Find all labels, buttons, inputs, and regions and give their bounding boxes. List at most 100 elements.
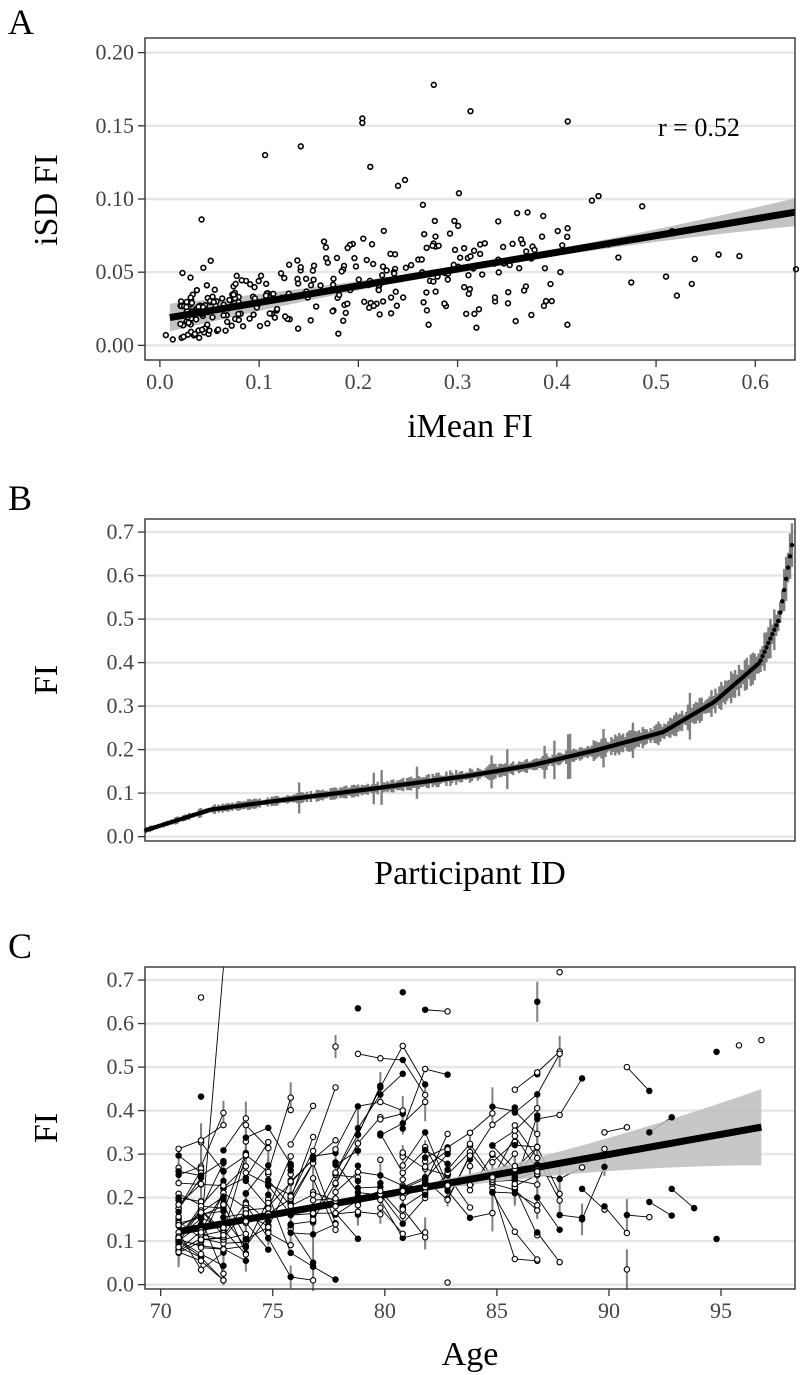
panel-c-point-filled — [197, 1093, 205, 1100]
panel-c-point-open — [399, 1042, 407, 1050]
panel-c-point-open — [265, 1229, 272, 1237]
panel-c-point-open — [489, 1110, 496, 1117]
panel-a-data-point — [226, 296, 233, 304]
panel-c-point-open — [533, 1168, 541, 1175]
panel-a-data-point — [475, 306, 483, 313]
panel-c-point-open — [533, 1069, 541, 1076]
panel-c-participant-trajectory — [223, 1165, 247, 1189]
panel-a-data-point — [456, 254, 464, 261]
panel-a-data-point — [499, 243, 507, 251]
panel-c-point-filled — [646, 1198, 653, 1206]
panel-a-data-point — [361, 298, 368, 305]
panel-c-point-open — [332, 1195, 339, 1202]
panel-c-x-tick-label: 95 — [710, 1298, 732, 1323]
panel-a-data-point — [423, 289, 430, 296]
panel-c-participant-trajectory — [178, 1155, 202, 1174]
panel-a-letter: A — [8, 2, 34, 42]
panel-a-data-point — [691, 255, 698, 263]
panel-c-point-open — [533, 1154, 541, 1162]
panel-a-data-point — [444, 276, 451, 283]
panel-a-data-point — [307, 282, 315, 289]
panel-b-y-tick-label: 0.7 — [107, 519, 135, 544]
panel-a-y-tick-label: 0.00 — [96, 332, 135, 357]
panel-c-point-open — [444, 1196, 451, 1204]
panel-c-point-filled — [354, 1177, 362, 1185]
panel-c-point-open — [377, 1116, 384, 1123]
panel-c-point-open — [354, 1201, 362, 1209]
panel-a-data-point — [528, 311, 535, 319]
panel-c-point-open — [265, 1223, 272, 1231]
panel-c-point-open — [399, 1194, 407, 1201]
panel-c-point-open — [242, 1163, 250, 1170]
panel-c-points — [175, 968, 765, 1286]
panel-c-participant-trajectory — [223, 1203, 247, 1254]
panel-a-data-point — [233, 272, 240, 280]
panel-a-data-point — [359, 119, 366, 127]
panel-a-data-point — [209, 293, 216, 300]
panel-c-point-open — [511, 1132, 519, 1140]
panel-c-point-filled — [489, 1142, 496, 1149]
panel-c-point-open — [466, 1204, 474, 1211]
panel-c-point-open — [220, 1201, 227, 1208]
panel-c-point-filled — [623, 1211, 631, 1219]
panel-b-y-tick-label: 0.4 — [107, 650, 135, 675]
panel-c-point-open — [287, 1241, 294, 1249]
panel-c-participant-trajectory — [335, 1073, 404, 1173]
panel-c-participant-trajectory — [581, 1188, 605, 1210]
panel-a-data-point — [340, 317, 347, 324]
panel-a-data-point — [467, 107, 474, 115]
panel-c-point-open — [175, 1179, 182, 1187]
panel-c-point-filled — [220, 1168, 227, 1175]
panel-c-participant-trajectory — [357, 1053, 426, 1096]
panel-a-data-point — [429, 242, 436, 249]
panel-c-point-open — [511, 1228, 519, 1236]
panel-a-data-point — [662, 273, 670, 280]
panel-a-data-point — [515, 265, 523, 272]
panel-c-point-filled — [220, 1214, 227, 1221]
panel-c-point-open — [309, 1197, 317, 1204]
panel-a-data-point — [435, 242, 442, 249]
panel-c-y-tick-label: 0.7 — [107, 967, 135, 992]
panel-a-data-point — [554, 227, 561, 235]
panel-a-data-point — [262, 292, 270, 299]
panel-a-y-tick-label: 0.05 — [96, 259, 135, 284]
panel-c-participant-trajectory — [200, 1236, 224, 1241]
panel-a-data-point — [394, 182, 402, 190]
panel-a-data-point — [392, 288, 399, 295]
panel-b: B 0.0 0.1 0.2 0.3 0.4 0.5 0.6 0.7 Participant I… — [8, 478, 796, 892]
panel-a-data-point — [214, 326, 222, 333]
panel-c-point-open — [578, 1164, 586, 1171]
panel-c-point-open — [623, 1063, 631, 1071]
panel-a-data-point — [531, 246, 538, 254]
panel-a-data-point — [390, 270, 398, 277]
panel-a-data-point — [370, 302, 377, 310]
panel-a-data-point — [467, 253, 474, 260]
panel-c-point-filled — [265, 1246, 272, 1253]
panel-c-point-open — [287, 1153, 294, 1160]
panel-c-participant-trajectory — [514, 1186, 538, 1236]
panel-c-participant-trajectory — [424, 1149, 448, 1165]
panel-a-data-point — [595, 192, 602, 200]
panel-c-point-open — [265, 1168, 272, 1176]
panel-c-point-open — [399, 1149, 407, 1156]
panel-a-data-point — [329, 308, 336, 315]
panel-a-data-point — [310, 262, 318, 269]
panel-c-point-open — [466, 1162, 474, 1170]
panel-b-y-tick-label: 0.3 — [107, 693, 135, 718]
panel-c-participant-trajectory — [357, 1171, 426, 1188]
panel-c-point-filled — [533, 1161, 541, 1168]
panel-c-point-filled — [578, 1216, 586, 1223]
panel-c-participant-trajectory — [245, 1124, 269, 1149]
panel-c-point-filled — [421, 1006, 429, 1014]
panel-a-data-point — [420, 299, 427, 306]
panel-c-participant-trajectory — [536, 1197, 561, 1231]
panel-a-data-point — [255, 277, 262, 285]
panel-c-point-filled — [377, 1132, 384, 1139]
panel-a-data-point — [715, 251, 722, 258]
panel-c-point-filled — [265, 1191, 272, 1199]
panel-c-point-open — [354, 1050, 362, 1058]
panel-a-gridlines — [145, 51, 795, 347]
panel-a-data-point — [223, 318, 231, 326]
panel-c-point-open — [242, 1169, 250, 1177]
panel-c-point-filled — [287, 1229, 294, 1237]
